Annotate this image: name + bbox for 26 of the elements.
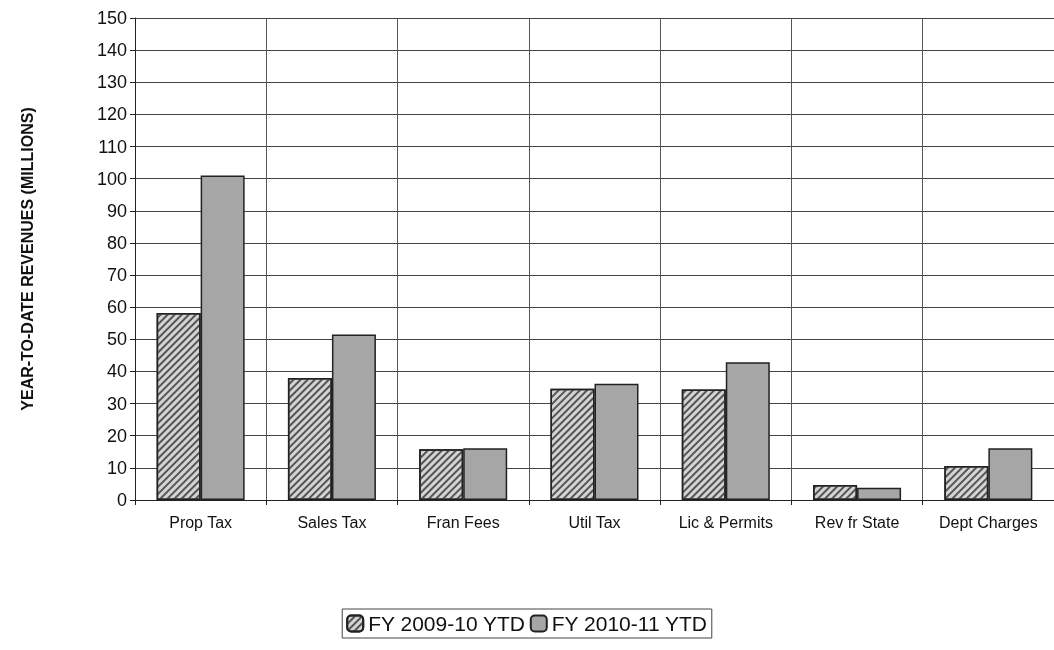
y-tick-label: 0	[116, 490, 127, 510]
y-tick-label: 50	[106, 329, 127, 350]
y-tick-label: 100	[96, 168, 127, 189]
legend-label: FY 2010-11 YTD	[551, 612, 708, 635]
x-tick-label: Prop Tax	[169, 513, 233, 531]
x-tick-label: Util Tax	[568, 513, 621, 531]
y-tick-label: 70	[106, 265, 127, 286]
y-tick-label: 90	[106, 200, 127, 221]
x-tick-label: Dept Charges	[939, 513, 1038, 531]
y-tick-label: 60	[106, 297, 127, 318]
y-tick-label: 20	[106, 425, 127, 446]
x-tick-label: Sales Tax	[297, 513, 367, 531]
y-tick-label: 110	[98, 136, 127, 157]
x-tick-label: Fran Fees	[426, 513, 500, 531]
y-axis-title: YEAR-TO-DATE REVENUES (MILLIONS)	[18, 107, 36, 411]
y-tick-label: 40	[106, 361, 127, 382]
y-tick-label: 150	[96, 8, 127, 28]
y-tick-label: 10	[106, 457, 127, 478]
legend-label: FY 2009-10 YTD	[368, 612, 526, 635]
y-tick-label: 80	[106, 232, 127, 253]
y-tick-label: 30	[106, 393, 127, 414]
x-tick-label: Lic & Permits	[678, 513, 773, 531]
y-tick-label: 130	[96, 72, 127, 93]
y-tick-label: 120	[96, 104, 127, 125]
y-tick-label: 140	[96, 40, 127, 61]
x-tick-label: Rev fr State	[814, 513, 900, 531]
